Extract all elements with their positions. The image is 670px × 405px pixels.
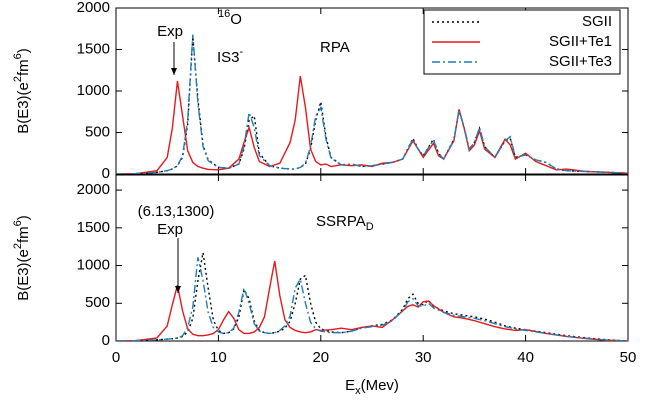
text-part: RPA xyxy=(320,39,350,56)
y-tick-label: 500 xyxy=(85,123,110,140)
text-part: (6.13,1300) xyxy=(138,203,215,220)
superscript: 2 xyxy=(12,76,24,82)
text-part: IS3 xyxy=(217,49,240,66)
text-part: ) xyxy=(15,215,32,220)
arrow-head xyxy=(175,286,181,293)
superscript: 2 xyxy=(12,243,24,249)
text-part: SSRPA xyxy=(316,213,366,230)
y-tick-label: 1000 xyxy=(77,82,110,99)
text-part: E xyxy=(345,377,355,394)
annotation: IS3- xyxy=(217,46,244,66)
y-tick-label: 1500 xyxy=(77,40,110,57)
superscript: 6 xyxy=(12,220,24,226)
x-tick-label: 0 xyxy=(112,349,120,366)
y-tick-label: 0 xyxy=(102,165,110,182)
annotation: Exp xyxy=(157,221,183,238)
series-line xyxy=(116,260,628,341)
arrow-head xyxy=(171,68,177,75)
x-tick-label: 10 xyxy=(210,349,227,366)
y-tick-label: 2000 xyxy=(77,181,110,198)
y-tick-label: 1000 xyxy=(77,257,110,274)
text-part: fm xyxy=(15,226,32,243)
annotation: SSRPAD xyxy=(316,213,374,233)
y-axis-label: B(E3)(e2fm6) xyxy=(12,215,32,301)
text-part: (Mev) xyxy=(361,377,399,394)
superscript: - xyxy=(240,46,244,58)
series-line xyxy=(116,75,628,174)
annotation: RPA xyxy=(320,39,350,56)
annotation: (6.13,1300) xyxy=(138,203,215,220)
legend-label: SGII xyxy=(582,13,612,30)
text-part: O xyxy=(230,11,242,28)
legend-label: SGII+Te3 xyxy=(549,53,612,70)
y-tick-label: 500 xyxy=(85,294,110,311)
subscript: D xyxy=(366,221,374,233)
y-tick-label: 0 xyxy=(102,332,110,349)
annotation: Exp xyxy=(157,23,183,40)
text-part: B(E3)(e xyxy=(15,82,32,134)
x-tick-label: 40 xyxy=(517,349,534,366)
y-tick-label: 1500 xyxy=(77,219,110,236)
plot-frame xyxy=(115,174,629,342)
text-part: Exp xyxy=(157,23,183,40)
text-part: Exp xyxy=(157,221,183,238)
annotation: 16O xyxy=(218,8,242,28)
x-tick-label: 20 xyxy=(312,349,329,366)
series-line xyxy=(116,252,628,341)
legend-label: SGII+Te1 xyxy=(549,33,612,50)
text-part: B(E3)(e xyxy=(15,249,32,301)
y-tick-label: 2000 xyxy=(77,0,110,16)
superscript: 6 xyxy=(12,53,24,59)
text-part: ) xyxy=(15,48,32,53)
series-line xyxy=(116,34,628,174)
superscript: 16 xyxy=(218,8,230,20)
text-part: fm xyxy=(15,59,32,76)
subscript: x xyxy=(355,385,361,397)
x-axis-label: Ex(Mev) xyxy=(345,377,399,397)
x-tick-label: 30 xyxy=(415,349,432,366)
x-tick-label: 50 xyxy=(620,349,637,366)
series-line xyxy=(116,257,628,341)
y-axis-label: B(E3)(e2fm6) xyxy=(12,48,32,134)
